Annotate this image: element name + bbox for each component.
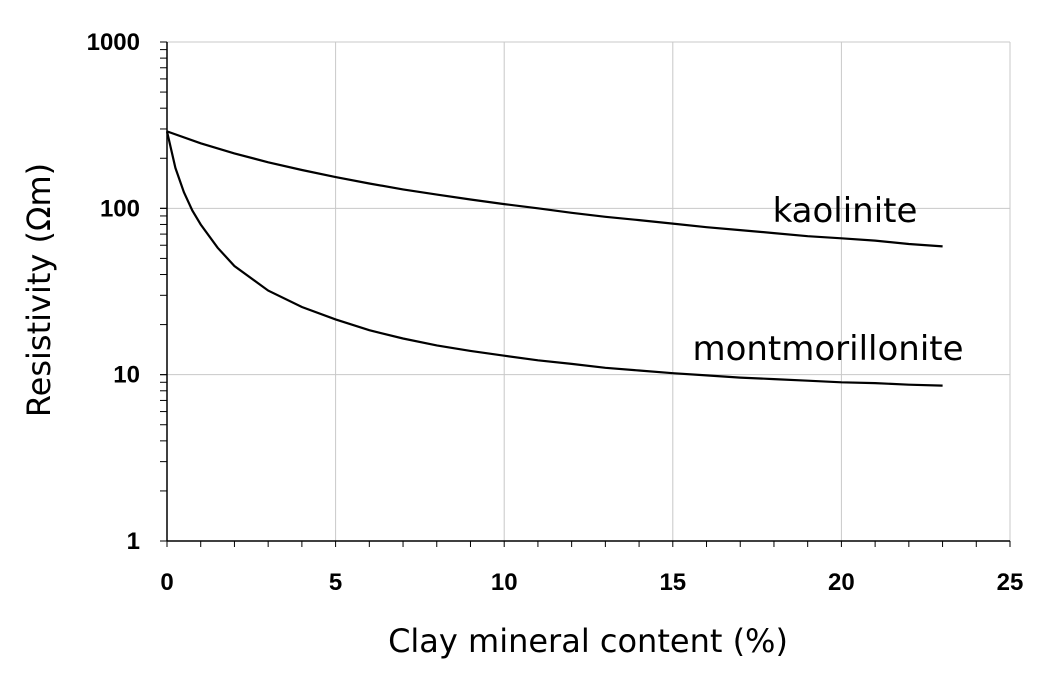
- x-tick-label: 10: [491, 569, 518, 596]
- y-tick-label: 1000: [87, 29, 140, 56]
- y-tick-label: 1: [127, 528, 140, 555]
- series-label-kaolinite: kaolinite: [773, 191, 918, 231]
- ticks: [160, 41, 1011, 547]
- x-tick-label: 20: [828, 569, 855, 596]
- axes: [166, 42, 1010, 542]
- series: [165, 130, 943, 387]
- x-tick-label: 5: [329, 569, 342, 596]
- x-tick-label: 0: [160, 569, 173, 596]
- y-tick-label: 10: [113, 362, 140, 389]
- x-tick-label: 25: [997, 569, 1024, 596]
- series-line-kaolinite: [166, 130, 943, 248]
- y-tick-label: 100: [100, 195, 140, 222]
- series-line-montmorillonite: [165, 131, 943, 387]
- series-label-montmorillonite: montmorillonite: [692, 329, 963, 369]
- labels: 0 5 10 15 20 25 1 10 100 1000 kaolinite montmorillo…: [87, 29, 1024, 596]
- y-axis-title: Resistivity (Ωm): [20, 163, 58, 417]
- x-axis-title: Clay mineral content (%): [388, 622, 788, 660]
- x-tick-label: 15: [659, 569, 686, 596]
- grid: [167, 41, 1011, 541]
